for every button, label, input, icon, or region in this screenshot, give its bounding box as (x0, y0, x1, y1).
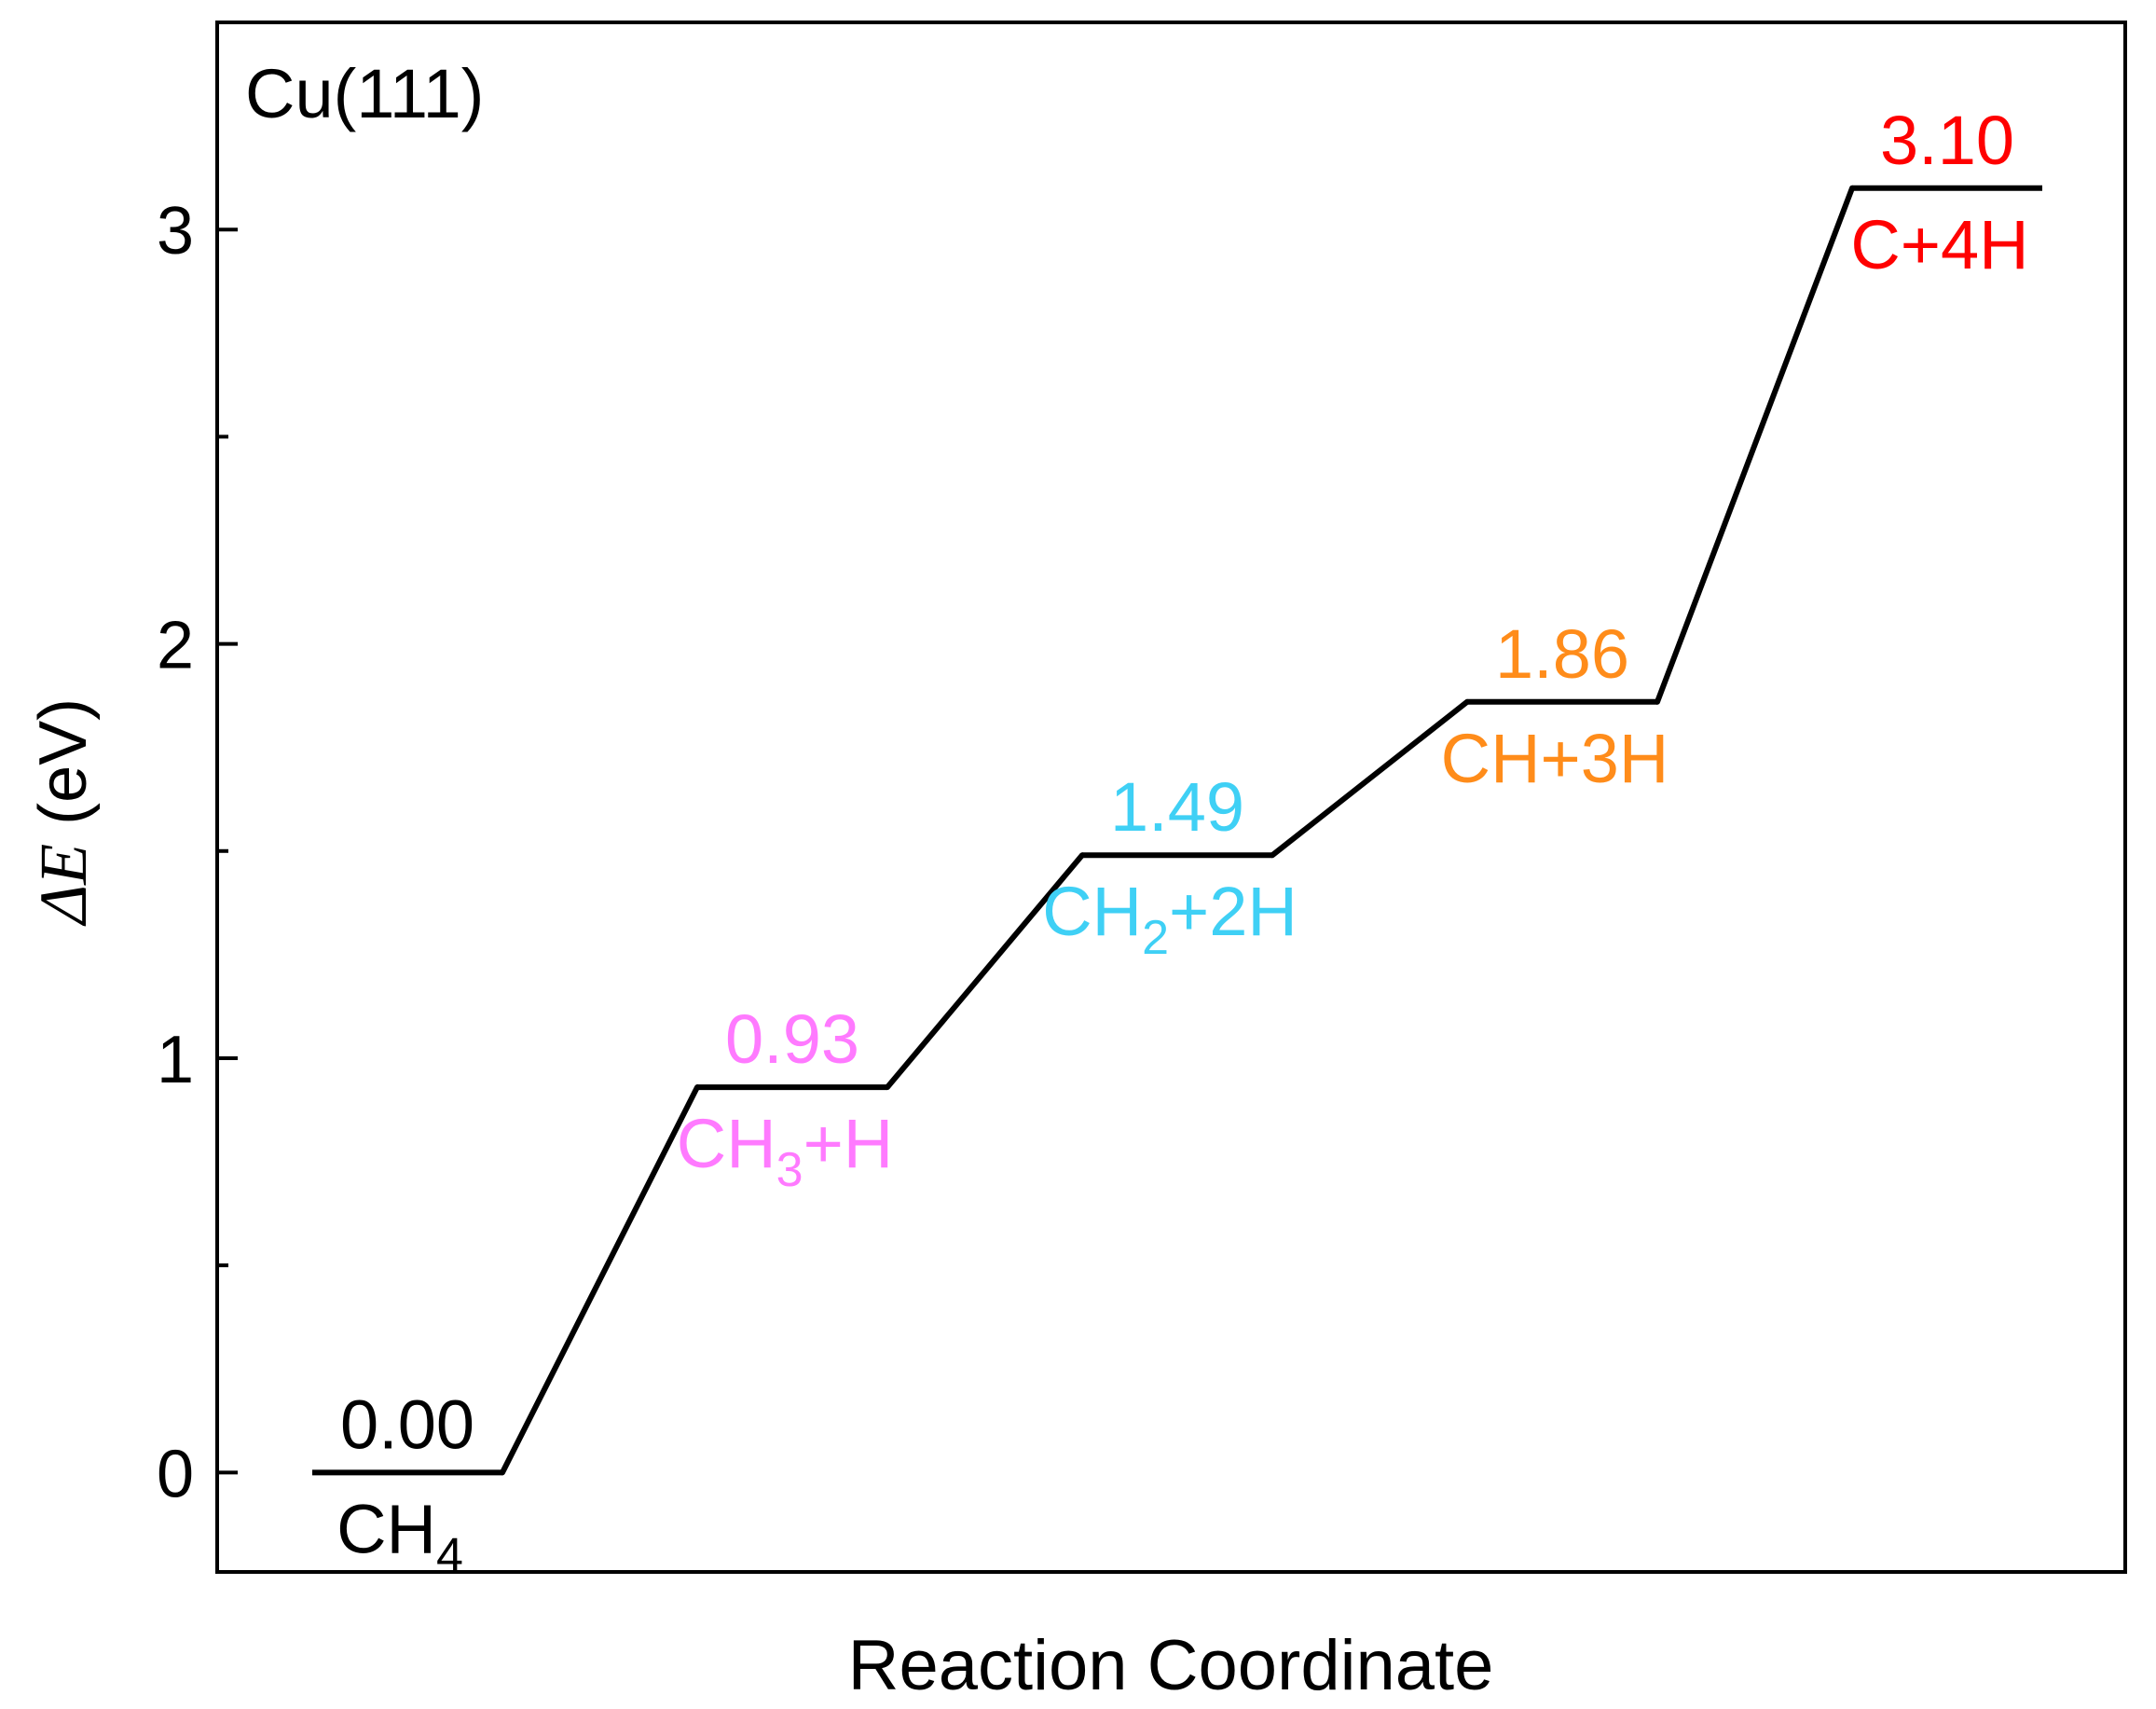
y-tick-label: 0 (157, 1437, 194, 1511)
state-label-rest: +2H (1169, 873, 1298, 950)
state-label: CH+3H (1441, 720, 1669, 797)
transition-line (1655, 185, 1855, 705)
energy-value-label: 0.00 (340, 1385, 474, 1463)
state-label-main: C+4H (1850, 206, 2028, 283)
transition-line (1270, 698, 1470, 859)
x-axis-label: Reaction Coordinate (848, 1626, 1494, 1705)
state-label-main: CH+3H (1441, 720, 1669, 797)
state-label-subscript: 3 (776, 1143, 803, 1197)
data-labels: 0.00CH40.93CH3+H1.49CH2+2H1.86CH+3H3.10C… (336, 102, 2029, 1583)
y-axis-unit: (eV) (26, 698, 101, 844)
state-label-main: CH (677, 1105, 776, 1182)
state-label-subscript: 2 (1142, 911, 1169, 965)
energy-value-label: 3.10 (1880, 102, 2014, 179)
state-label-main: CH (1042, 873, 1142, 950)
y-axis-label: ΔE (eV) (26, 698, 101, 927)
y-axis: 0 1 2 3 (157, 194, 238, 1511)
state-label-main: CH (336, 1490, 436, 1567)
state-label: CH4 (336, 1490, 463, 1582)
transition-line (885, 852, 1085, 1091)
state-label-subscript: 4 (436, 1528, 463, 1582)
plot-frame (215, 21, 2127, 1574)
energy-value-label: 0.93 (725, 1000, 859, 1078)
energy-value-label: 1.49 (1110, 768, 1244, 846)
y-tick-label: 3 (157, 194, 194, 269)
transition-line (500, 1084, 700, 1476)
y-tick-label: 1 (157, 1023, 194, 1097)
energy-path (312, 185, 2042, 1476)
state-label-rest: +H (803, 1105, 894, 1182)
y-tick-label: 2 (157, 609, 194, 683)
panel-label: Cu(111) (245, 55, 484, 132)
state-label: C+4H (1850, 206, 2028, 283)
state-label: CH2+2H (1042, 873, 1298, 965)
y-axis-symbol: ΔE (26, 844, 101, 927)
energy-value-label: 1.86 (1495, 615, 1629, 693)
state-label: CH3+H (677, 1105, 893, 1197)
